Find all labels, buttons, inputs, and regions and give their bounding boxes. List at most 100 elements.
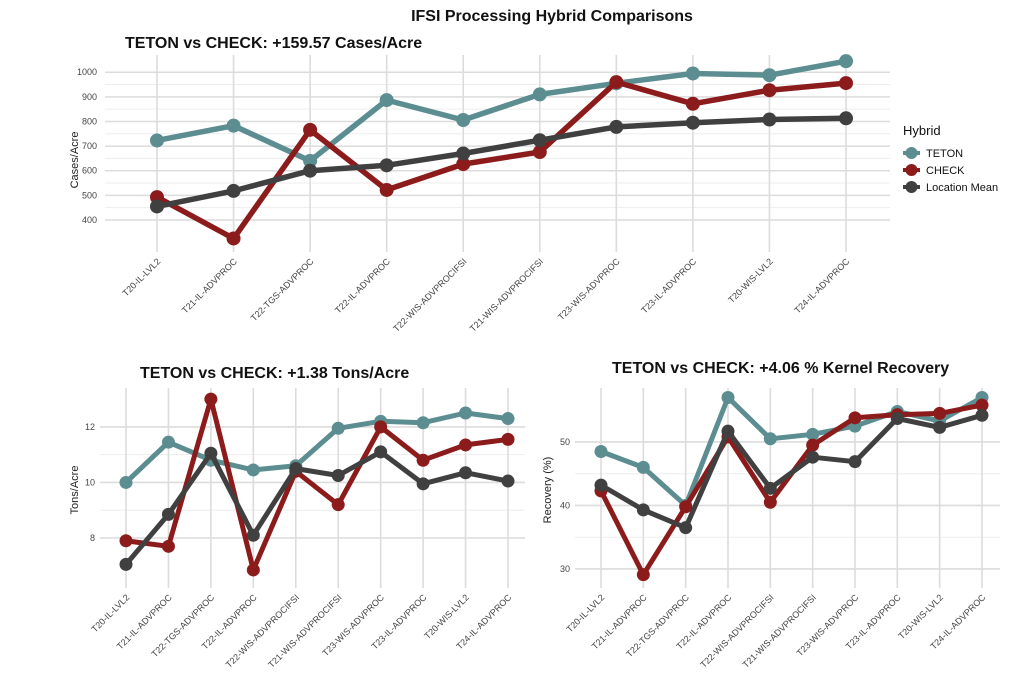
chart-cases-per-acre: TETON vs CHECK: +159.57 Cases/Acre Cases…: [69, 35, 890, 334]
data-point: [806, 438, 820, 452]
series-teton: [594, 391, 989, 512]
data-point: [933, 406, 947, 420]
data-point: [379, 158, 394, 173]
data-point: [501, 412, 515, 426]
data-point: [685, 96, 700, 111]
legend-item-check: CHECK: [903, 164, 965, 177]
x-tick-label: T22-IL-ADVPROC: [333, 256, 392, 315]
data-point: [762, 83, 777, 98]
chart-title: TETON vs CHECK: +1.38 Tons/Acre: [140, 365, 409, 382]
data-point: [459, 466, 473, 480]
data-point: [679, 500, 693, 514]
data-point: [246, 563, 260, 577]
series-check: [150, 75, 853, 246]
data-point: [636, 460, 650, 474]
data-point: [459, 438, 473, 452]
data-point: [763, 481, 777, 495]
data-point: [303, 163, 318, 178]
data-point: [848, 455, 862, 469]
x-tick-label: T24-IL-ADVPROC: [792, 256, 851, 315]
x-tick-label: T23-WIS-ADVPROC: [556, 256, 622, 322]
data-point: [501, 432, 515, 446]
series-line: [154, 58, 849, 164]
x-tick-label: T20-IL-LVL2: [89, 592, 131, 634]
legend-title: Hybrid: [903, 123, 941, 138]
data-point: [636, 568, 650, 582]
data-point: [609, 119, 624, 134]
data-point: [416, 453, 430, 467]
y-tick-label: 600: [82, 166, 97, 176]
y-tick-label: 400: [82, 215, 97, 225]
series-line: [598, 412, 985, 531]
data-point: [161, 539, 175, 553]
chart-kernel-recovery: TETON vs CHECK: +4.06 % Kernel Recovery …: [542, 360, 1000, 670]
series-line: [123, 410, 511, 485]
data-point: [594, 478, 608, 492]
y-tick-label: 1000: [77, 67, 97, 77]
y-tick-label: 700: [82, 141, 97, 151]
x-tick-label: T21-IL-ADVPROC: [180, 256, 239, 315]
x-tick-label: T20-IL-LVL2: [564, 592, 606, 634]
data-point: [806, 427, 820, 441]
data-point: [839, 111, 853, 126]
data-point: [119, 534, 133, 548]
chart-title: TETON vs CHECK: +159.57 Cases/Acre: [125, 35, 422, 52]
data-point: [721, 391, 735, 405]
legend: Hybrid TETON CHECK Location Mean: [903, 123, 998, 194]
data-point: [119, 557, 133, 571]
data-point: [890, 411, 904, 425]
x-tick-label: T22-WIS-ADVPROCIFSI: [698, 592, 775, 669]
data-point: [456, 157, 471, 172]
y-tick-label: 10: [85, 477, 95, 487]
data-point: [331, 421, 345, 435]
data-point: [459, 406, 473, 420]
x-tick-label: T21-WIS-ADVPROCIFSI: [741, 592, 818, 669]
y-tick-label: 900: [82, 92, 97, 102]
data-point: [679, 521, 693, 535]
series-teton: [150, 54, 853, 168]
legend-item-location-mean: Location Mean: [903, 181, 998, 194]
x-tick-label: T22-WIS-ADVPROCIFSI: [391, 256, 468, 333]
data-point: [933, 420, 947, 434]
figure-title: IFSI Processing Hybrid Comparisons: [411, 8, 693, 25]
data-point: [379, 93, 394, 108]
data-point: [501, 474, 515, 488]
x-tick-label: T22-TGS-ADVPROC: [249, 256, 316, 323]
series-check: [119, 392, 515, 577]
data-point: [532, 133, 547, 148]
data-point: [289, 462, 303, 476]
data-point: [685, 115, 700, 130]
data-point: [161, 435, 175, 449]
data-point: [839, 54, 853, 69]
legend-item-teton: TETON: [903, 147, 963, 160]
data-point: [226, 231, 241, 246]
data-point: [226, 118, 241, 133]
series-line: [154, 79, 849, 242]
series-line: [154, 115, 849, 210]
data-point: [204, 392, 218, 406]
x-tick-label: T21-WIS-ADVPROCIFSI: [468, 256, 545, 333]
data-point: [331, 469, 345, 482]
data-point: [119, 475, 133, 489]
data-point: [416, 416, 430, 430]
legend-swatch-marker: [905, 164, 918, 176]
x-tick-label: T20-WIS-LVL2: [726, 256, 775, 305]
data-point: [416, 477, 430, 491]
data-point: [374, 445, 388, 459]
data-point: [246, 528, 260, 542]
chart-title: TETON vs CHECK: +4.06 % Kernel Recovery: [612, 360, 949, 377]
data-point: [226, 183, 241, 198]
y-axis-label: Tons/Acre: [69, 466, 81, 515]
data-point: [685, 66, 700, 81]
y-axis-label: Cases/Acre: [69, 132, 81, 189]
data-point: [246, 463, 260, 477]
series-line: [123, 449, 511, 567]
y-tick-label: 800: [82, 116, 97, 126]
data-point: [456, 113, 471, 128]
y-tick-label: 30: [560, 564, 570, 574]
data-point: [161, 507, 175, 521]
legend-label: CHECK: [926, 165, 965, 177]
data-point: [721, 424, 735, 438]
y-axis-label: Recovery (%): [542, 457, 554, 524]
